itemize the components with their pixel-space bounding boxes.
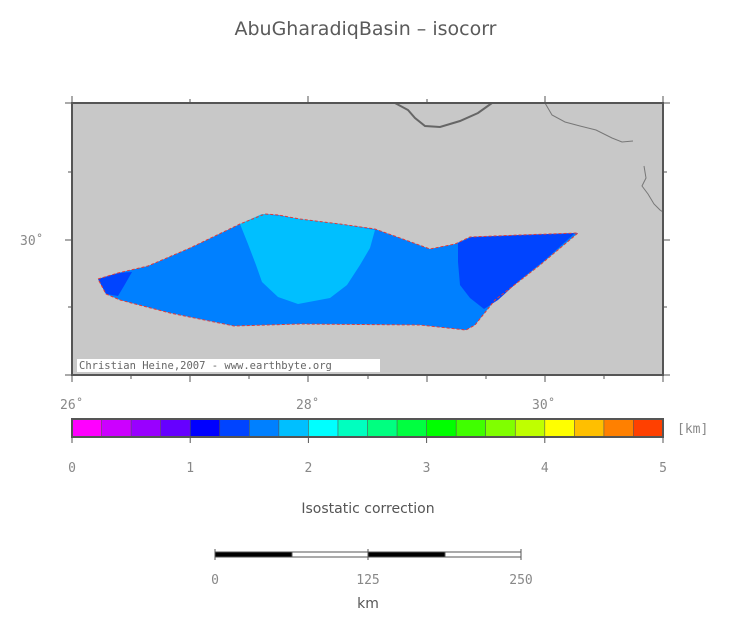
basin-boundary: [97, 213, 580, 331]
lon-label-30: 30˚: [532, 397, 555, 413]
coastline: [394, 102, 493, 129]
map-title: AbuGharadiqBasin – isocorr: [234, 18, 497, 40]
colorbar-cell: [308, 419, 339, 437]
colorbar-cell: [603, 419, 634, 437]
colorbar-tick-label: 5: [659, 461, 667, 476]
colorbar-cell: [278, 419, 309, 437]
colorbar-tick-label: 0: [68, 461, 76, 476]
map-ticks: [65, 96, 670, 382]
colorbar-cell: [337, 419, 368, 437]
river-east: [641, 165, 664, 213]
colorbar-cell: [426, 419, 457, 437]
colorbar-cell: [456, 419, 487, 437]
colorbar-cell: [219, 419, 250, 437]
colorbar-frame: [71, 418, 664, 438]
lat-label-30: 30˚: [20, 233, 43, 249]
scale-bar: 0 125 250 km: [211, 549, 533, 612]
colorbar-tick-label: 1: [186, 461, 194, 476]
credit-box: [77, 359, 380, 372]
colorbar-cell: [249, 419, 280, 437]
colorbar-cell: [367, 419, 398, 437]
colorbar-cell: [131, 419, 162, 437]
lon-label-28: 28˚: [296, 397, 319, 413]
scale-tick-250: 250: [509, 573, 532, 588]
colorbar-cell: [574, 419, 605, 437]
basin-zone-1-75: [240, 214, 375, 304]
basin-zone-west-tip: [98, 272, 132, 296]
colorbar-tick-label: 4: [541, 461, 549, 476]
colorbar-cell: [633, 419, 664, 437]
colorbar-cells: [72, 419, 664, 437]
colorbar-cell: [397, 419, 428, 437]
colorbar-cell: [544, 419, 575, 437]
colorbar-tick-label: 2: [304, 461, 312, 476]
colorbar-cell: [72, 419, 103, 437]
credit-text: Christian Heine,2007 - www.earthbyte.org: [79, 360, 332, 372]
map-panel: Christian Heine,2007 - www.earthbyte.org: [71, 102, 664, 376]
colorbar-cell: [485, 419, 516, 437]
colorbar-ticks: 0 1 2 3 4 5: [68, 437, 667, 476]
scale-tick-0: 0: [211, 573, 219, 588]
colorbar-label: Isostatic correction: [301, 501, 434, 517]
scale-unit: km: [357, 596, 379, 612]
colorbar: [km] 0 1 2 3 4 5 Isostatic correction: [68, 418, 708, 517]
lon-label-26: 26˚: [60, 397, 83, 413]
colorbar-tick-label: 3: [423, 461, 431, 476]
colorbar-cell: [515, 419, 546, 437]
colorbar-unit: [km]: [677, 422, 708, 437]
basin-zone-1-25: [458, 233, 575, 309]
river-nile: [544, 102, 634, 143]
scale-tick-125: 125: [356, 573, 379, 588]
colorbar-cell: [101, 419, 132, 437]
colorbar-cell: [190, 419, 221, 437]
colorbar-cell: [160, 419, 191, 437]
